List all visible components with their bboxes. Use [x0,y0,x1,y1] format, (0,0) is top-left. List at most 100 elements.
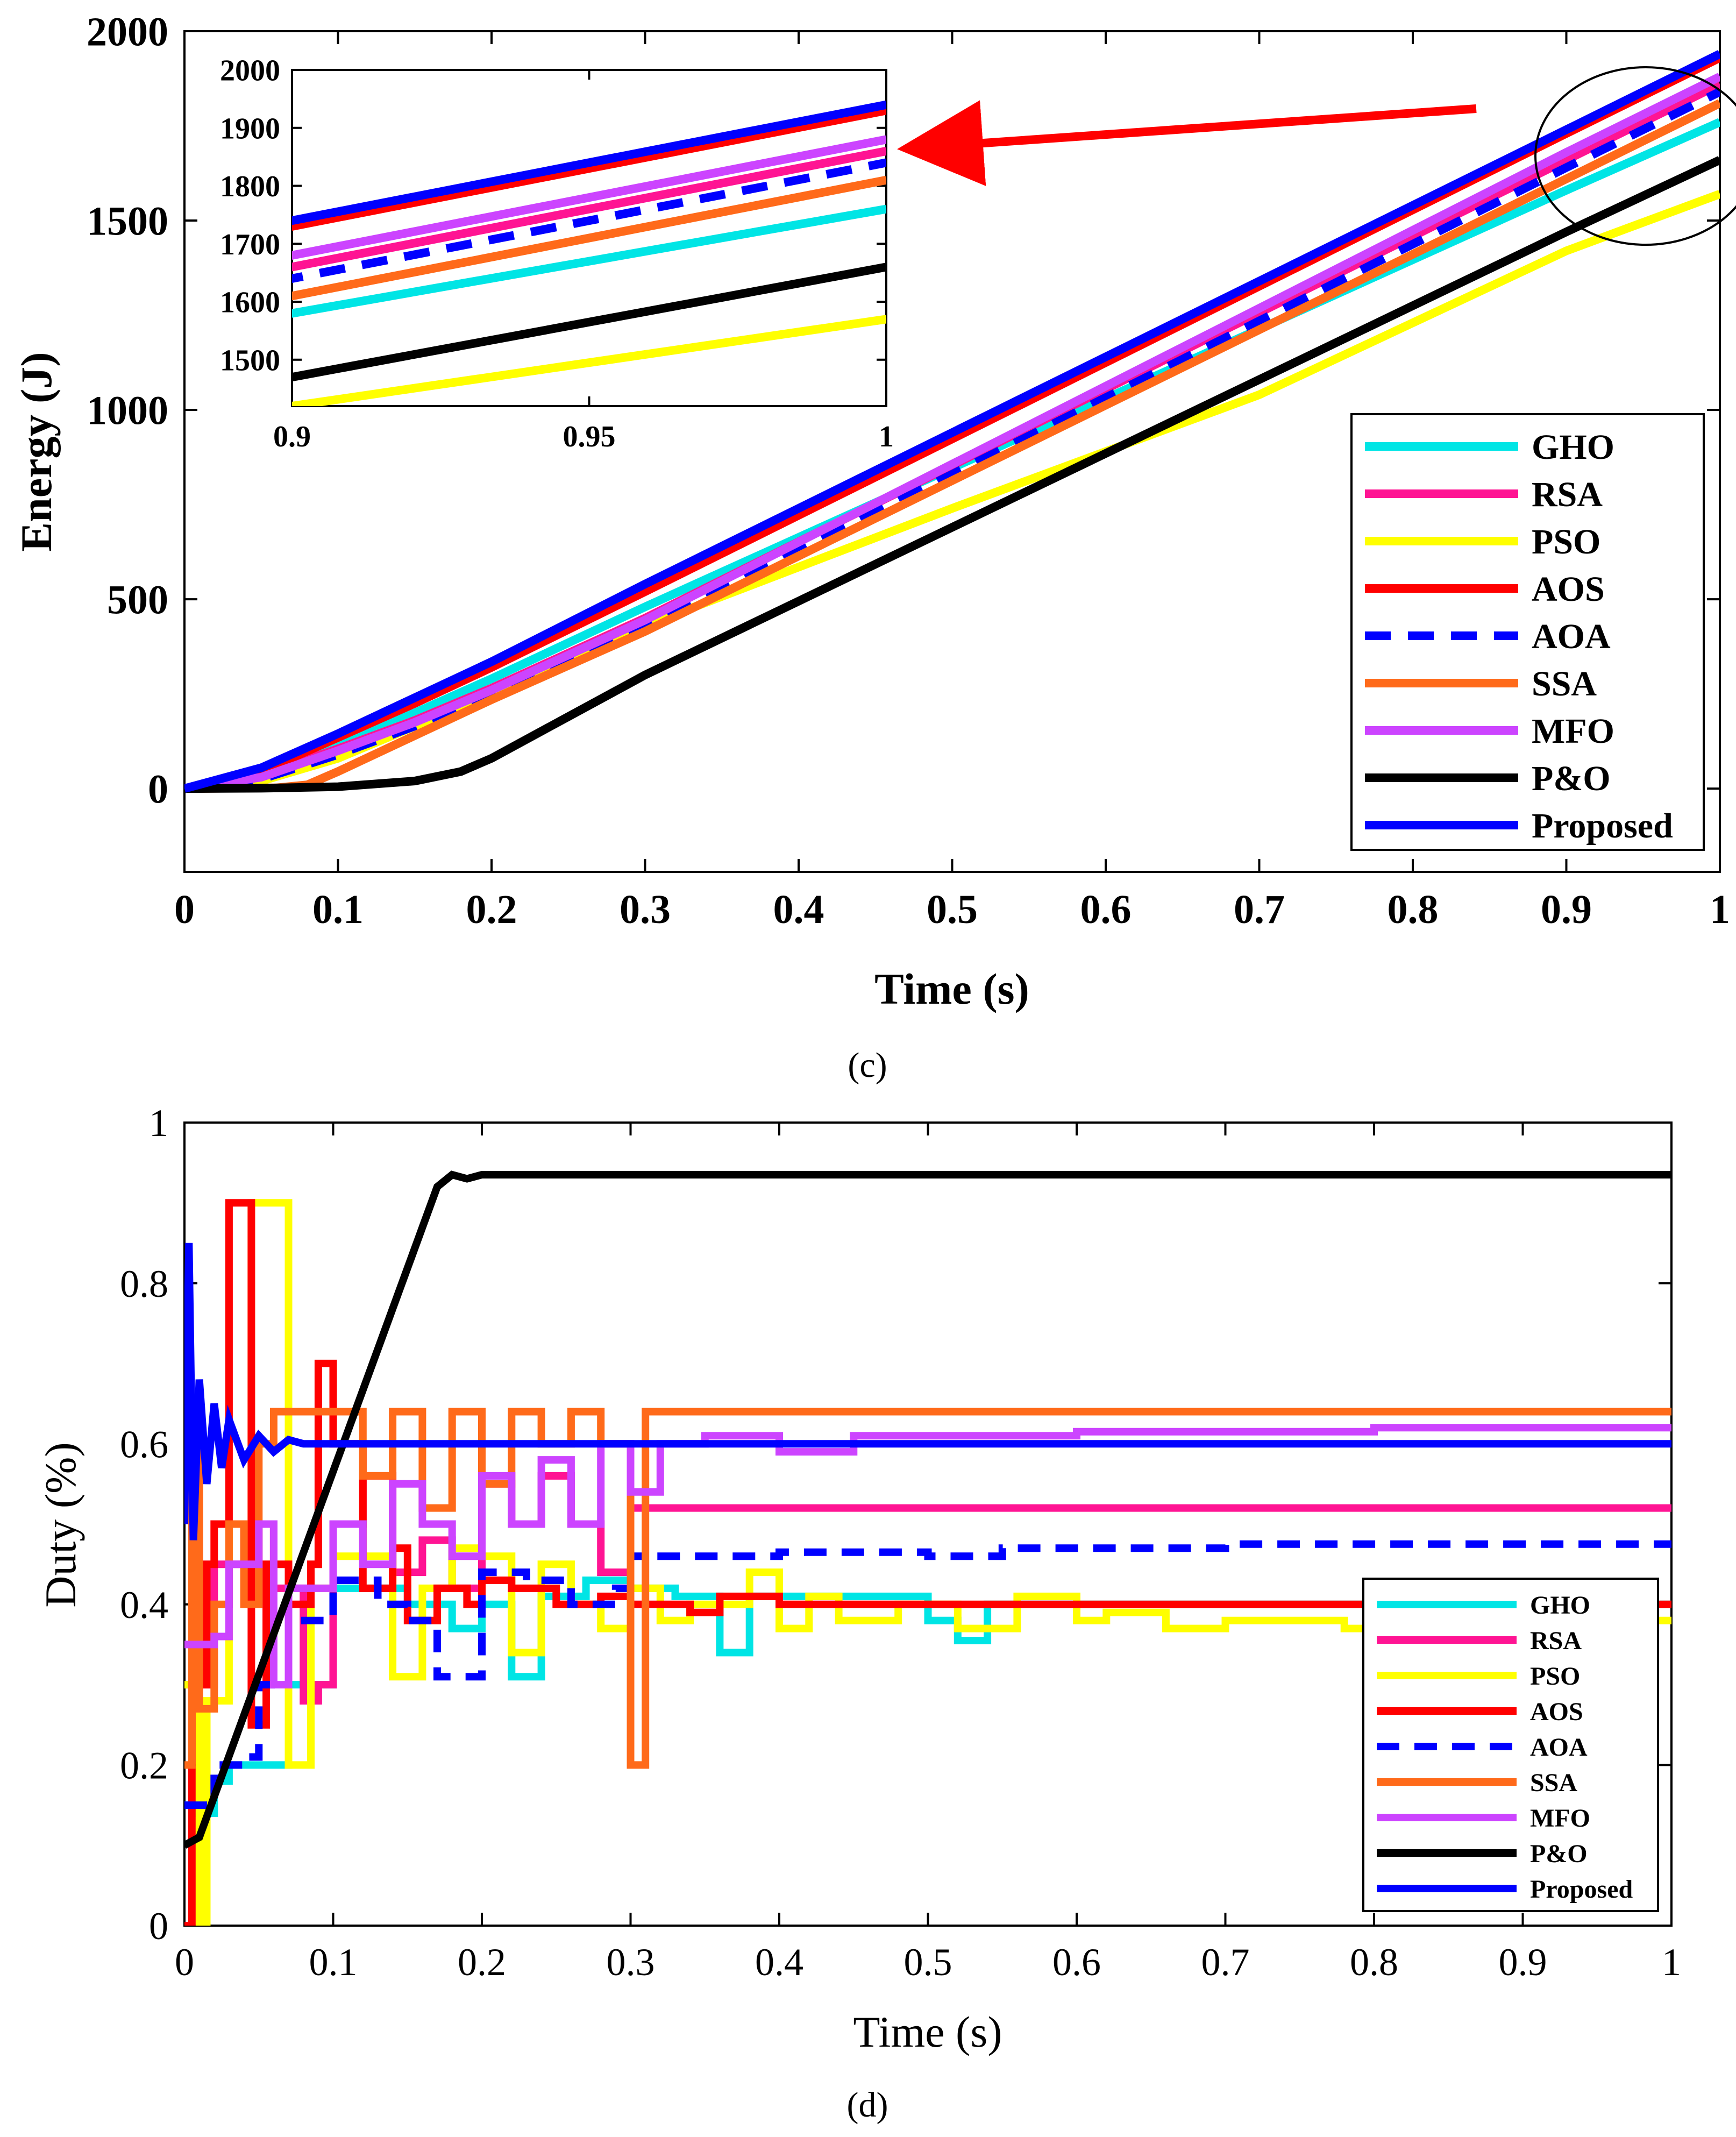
energy-y-axis-title: Energy (J) [12,352,61,551]
duty-x-tick-label: 0.9 [1499,1941,1547,1984]
duty-legend-label-aos: AOS [1530,1698,1583,1726]
inset-y-tick-label: 1700 [220,228,280,261]
duty-y-tick-label: 0.8 [120,1262,168,1305]
energy-legend-label-mfo: MFO [1532,712,1614,751]
energy-x-axis-title: Time (s) [874,964,1029,1013]
duty-series-ssa [184,1408,1671,1769]
panel-d-caption: (d) [847,2085,888,2125]
inset-y-tick-label: 1500 [220,344,280,377]
energy-x-tick-label: 1 [1710,887,1730,932]
energy-x-tick-label: 0 [174,887,195,932]
inset-x-tick-label: 1 [879,420,894,453]
energy-y-tick-label: 500 [107,578,168,623]
energy-legend-label-pando: P&O [1532,759,1611,798]
duty-legend-label-pando: P&O [1530,1840,1588,1868]
duty-y-tick-label: 0.2 [120,1744,168,1787]
duty-y-axis-title: Duty (%) [36,1442,85,1607]
inset-y-tick-label: 1800 [220,170,280,203]
duty-x-ticks: 0 0.1 0.2 0.3 0.4 0.5 0.6 0.7 0.8 0.9 1 [175,1123,1681,1984]
energy-legend-label-pso: PSO [1532,522,1600,562]
duty-series-pso [184,1199,1671,1926]
duty-y-tick-label: 1 [149,1102,168,1145]
inset-series-pso [292,315,886,406]
inset-series [292,100,886,406]
duty-x-tick-label: 0 [175,1941,194,1984]
duty-x-tick-label: 0.2 [458,1941,506,1984]
energy-y-tick-label: 0 [148,767,168,812]
inset-x-tick-label: 0.9 [273,420,311,453]
inset-series-gho [292,204,886,318]
energy-legend: GHO RSA PSO AOS AOA SSA MFO P&O Proposed [1350,413,1705,851]
duty-x-tick-label: 1 [1662,1941,1681,1984]
energy-x-tick-label: 0.4 [773,887,824,932]
energy-x-tick-label: 0.8 [1388,887,1439,932]
energy-y-tick-label: 1500 [87,199,168,244]
panel-c-caption: (c) [848,1046,887,1085]
duty-x-tick-label: 0.8 [1350,1941,1398,1984]
duty-x-tick-label: 0.1 [309,1941,358,1984]
duty-series-proposed [184,1243,1671,1540]
duty-legend-label-pso: PSO [1530,1662,1580,1691]
inset-series-aoa [292,158,886,283]
duty-x-tick-label: 0.4 [755,1941,803,1984]
inset-y-tick-label: 2000 [220,54,280,88]
duty-x-tick-label: 0.3 [607,1941,655,1984]
inset-series-mfo [292,135,886,260]
duty-legend-label-ssa: SSA [1530,1769,1577,1797]
energy-y-tick-label: 1000 [87,388,168,434]
duty-series-pando [184,1170,1671,1849]
inset-y-ticks: 1500 1600 1700 1800 1900 2000 [220,54,886,377]
inset-series-ssa [292,175,886,301]
energy-legend-label-aos: AOS [1532,570,1605,609]
energy-x-tick-label: 0.6 [1080,887,1132,932]
inset-series-proposed [292,100,886,225]
energy-x-tick-label: 0.9 [1541,887,1592,932]
duty-x-tick-label: 0.6 [1052,1941,1101,1984]
energy-series-pando [184,156,1720,793]
duty-legend-label-gho: GHO [1530,1591,1590,1620]
energy-x-tick-label: 0.1 [312,887,364,932]
inset-y-tick-label: 1900 [220,112,280,145]
energy-chart: 0 0.1 0.2 0.3 0.4 0.5 0.6 0.7 0.8 0.9 1 0 500 1000 15… [12,10,1736,1085]
duty-y-tick-label: 0 [149,1905,168,1948]
energy-legend-label-aoa: AOA [1532,617,1611,656]
inset-x-tick-label: 0.95 [563,420,616,453]
inset-series-pando [292,262,886,382]
duty-legend-label-proposed: Proposed [1530,1875,1633,1904]
duty-y-tick-label: 0.4 [120,1584,168,1627]
duty-x-axis-title: Time (s) [853,2007,1002,2056]
inset-y-tick-label: 1600 [220,286,280,320]
energy-x-tick-label: 0.7 [1234,887,1285,932]
duty-legend-label-aoa: AOA [1530,1733,1588,1762]
inset-series-aos [292,106,886,231]
energy-legend-label-gho: GHO [1532,428,1614,467]
energy-x-ticks: 0 0.1 0.2 0.3 0.4 0.5 0.6 0.7 0.8 0.9 1 [174,31,1730,932]
inset-series-rsa [292,147,886,272]
duty-series-aoa [184,1540,1671,1809]
energy-series-pso [184,190,1720,793]
zoom-region-ellipse [1534,66,1736,246]
duty-series [184,1170,1671,1926]
duty-series-mfo [184,1424,1671,1689]
duty-legend-label-rsa: RSA [1530,1627,1582,1655]
energy-series-proposed [184,50,1720,793]
energy-y-tick-label: 2000 [87,10,168,55]
energy-inset-chart: 0.9 0.95 1 1500 1600 1700 1800 1900 2000 [220,54,894,453]
energy-x-tick-label: 0.2 [466,887,517,932]
energy-legend-label-ssa: SSA [1532,664,1597,704]
duty-x-tick-label: 0.5 [904,1941,952,1984]
duty-x-tick-label: 0.7 [1201,1941,1250,1984]
energy-x-tick-label: 0.3 [620,887,671,932]
duty-legend: GHO RSA PSO AOS AOA SSA MFO P&O Proposed [1362,1578,1659,1912]
duty-chart: 0 0.1 0.2 0.3 0.4 0.5 0.6 0.7 0.8 0.9 1 0 0.2 0.4 0.6… [36,1102,1681,2125]
duty-y-tick-label: 0.6 [120,1423,168,1466]
energy-series-mfo [184,73,1720,793]
energy-series [184,50,1720,793]
energy-y-ticks: 0 500 1000 1500 2000 [87,10,1720,812]
energy-legend-box [1350,413,1705,851]
energy-x-tick-label: 0.5 [927,887,978,932]
energy-legend-label-proposed: Proposed [1532,806,1673,846]
inset-x-ticks: 0.9 0.95 1 [273,70,894,453]
energy-legend-label-rsa: RSA [1532,475,1603,514]
